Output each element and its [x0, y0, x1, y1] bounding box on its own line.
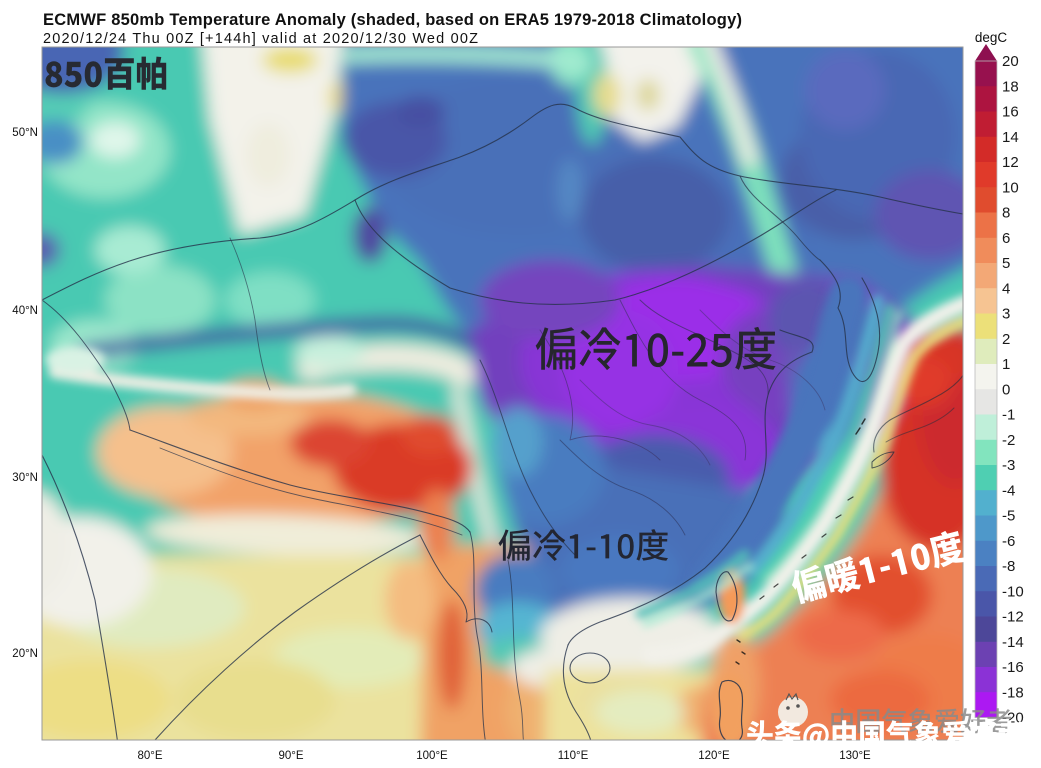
svg-text:5: 5 [1002, 255, 1010, 272]
svg-text:100°E: 100°E [416, 750, 448, 762]
svg-text:18: 18 [1002, 79, 1019, 96]
svg-text:-6: -6 [1002, 533, 1015, 550]
svg-text:-14: -14 [1002, 634, 1024, 651]
svg-text:ECMWF 850mb Temperature Anomal: ECMWF 850mb Temperature Anomaly (shaded,… [43, 11, 742, 29]
svg-text:1: 1 [1002, 356, 1010, 373]
svg-text:-16: -16 [1002, 659, 1024, 676]
svg-text:50°N: 50°N [12, 127, 38, 139]
svg-text:4: 4 [1002, 280, 1010, 297]
svg-text:90°E: 90°E [278, 750, 303, 762]
svg-text:-18: -18 [1002, 685, 1024, 702]
svg-text:8: 8 [1002, 205, 1010, 222]
svg-text:-4: -4 [1002, 482, 1015, 499]
svg-text:16: 16 [1002, 104, 1019, 121]
svg-text:12: 12 [1002, 154, 1019, 171]
svg-text:80°E: 80°E [137, 750, 162, 762]
svg-text:20°N: 20°N [12, 648, 38, 660]
svg-text:-8: -8 [1002, 558, 1015, 575]
svg-text:110°E: 110°E [558, 750, 589, 762]
svg-text:120°E: 120°E [698, 750, 730, 762]
svg-text:-12: -12 [1002, 609, 1024, 626]
svg-text:2: 2 [1002, 331, 1010, 348]
svg-text:degC: degC [975, 30, 1008, 45]
svg-text:-1: -1 [1002, 407, 1015, 424]
svg-text:40°N: 40°N [12, 305, 38, 317]
svg-text:-10: -10 [1002, 584, 1024, 601]
svg-text:-2: -2 [1002, 432, 1015, 449]
svg-text:-5: -5 [1002, 508, 1015, 525]
svg-text:30°N: 30°N [12, 472, 38, 484]
svg-text:6: 6 [1002, 230, 1010, 247]
svg-text:3: 3 [1002, 306, 1010, 323]
svg-text:10: 10 [1002, 179, 1019, 196]
svg-text:0: 0 [1002, 381, 1010, 398]
svg-text:14: 14 [1002, 129, 1019, 146]
svg-text:2020/12/24 Thu 00Z [+144h] val: 2020/12/24 Thu 00Z [+144h] valid at 2020… [43, 31, 478, 47]
svg-text:-3: -3 [1002, 457, 1015, 474]
svg-text:20: 20 [1002, 53, 1019, 70]
svg-text:130°E: 130°E [839, 750, 871, 762]
